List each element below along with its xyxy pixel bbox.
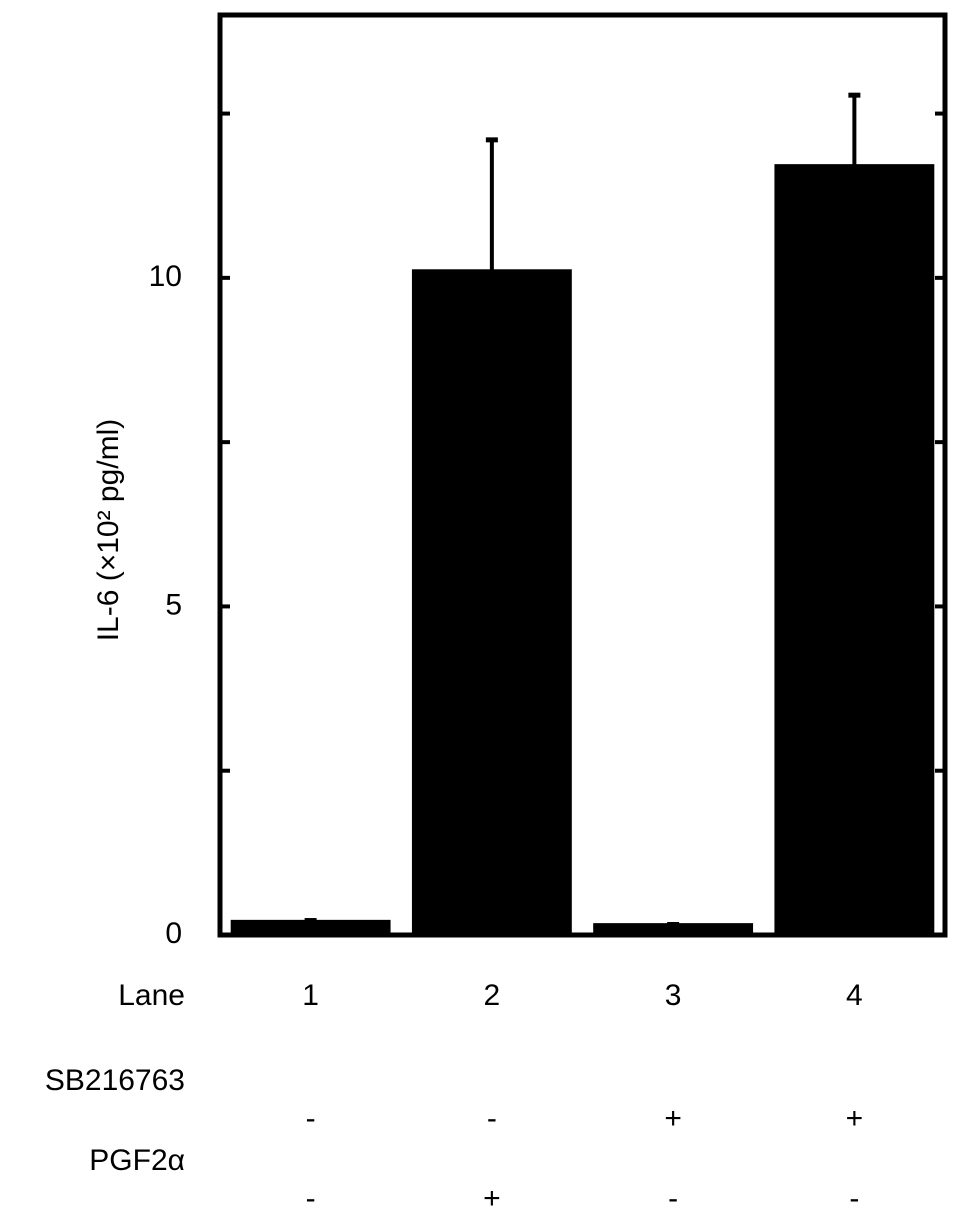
y-tick-label: 10	[149, 260, 182, 293]
y-axis-label: IL-6 (×10² pg/ml)	[92, 419, 125, 642]
x-tick-label: 4	[846, 979, 863, 1012]
x-tick-label: 2	[484, 979, 501, 1012]
treatment-label: PGF2α	[89, 1144, 185, 1177]
bar	[593, 923, 754, 938]
category-axis-label: Lane	[118, 979, 185, 1012]
bar	[230, 919, 391, 937]
treatment-mark: -	[306, 1182, 316, 1215]
y-tick-label: 0	[165, 917, 182, 950]
x-tick-label: 3	[665, 979, 682, 1012]
treatment-mark: +	[664, 1102, 682, 1135]
y-tick-label: 5	[165, 588, 182, 621]
plot-frame	[217, 12, 948, 938]
treatment-mark: -	[487, 1102, 497, 1135]
bar	[774, 164, 935, 937]
x-tick-label: 1	[302, 979, 319, 1012]
treatment-label: SB216763	[45, 1064, 185, 1097]
treatment-mark: +	[483, 1182, 501, 1215]
bar	[411, 269, 572, 937]
treatment-mark: -	[849, 1182, 859, 1215]
treatment-mark: -	[668, 1182, 678, 1215]
treatment-mark: -	[306, 1102, 316, 1135]
treatment-mark: +	[846, 1102, 864, 1135]
